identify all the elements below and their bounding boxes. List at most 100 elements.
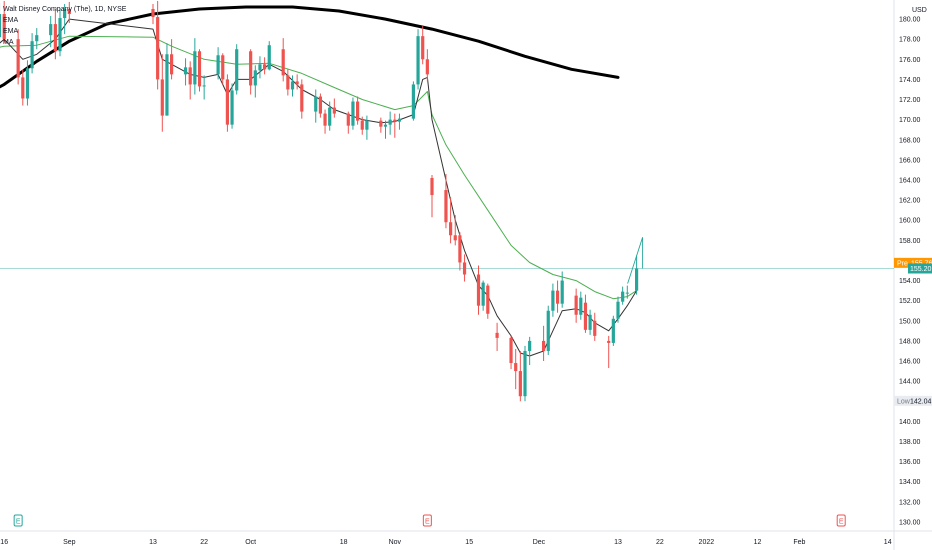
price-tick-label: 146.00	[899, 359, 921, 366]
candle-body	[481, 282, 485, 306]
symbol-title[interactable]: Walt Disney Company (The), 1D, NYSE	[3, 6, 127, 13]
candle	[588, 309, 592, 335]
candle	[290, 75, 295, 97]
candle-body	[462, 262, 467, 275]
ema-slow-legend[interactable]: EMA	[3, 28, 19, 35]
candle	[579, 291, 583, 320]
earnings-badge[interactable]	[422, 514, 432, 527]
candle-body	[253, 70, 257, 86]
earnings-label: E	[425, 519, 430, 526]
price-tick-label: 176.00	[899, 57, 921, 64]
candle	[286, 69, 290, 96]
candle-body	[546, 310, 550, 351]
candle	[188, 61, 192, 100]
candle-body	[267, 45, 271, 70]
candle	[542, 325, 546, 362]
candle	[625, 285, 629, 299]
earnings-badge[interactable]	[13, 514, 23, 527]
pre-market-wedge	[627, 237, 644, 284]
candle-body	[444, 190, 448, 223]
price-tick-label: 138.00	[899, 439, 921, 446]
candle	[267, 41, 271, 71]
candle	[67, 1, 71, 24]
currency-label: USD	[912, 7, 927, 14]
price-tick-label: 148.00	[899, 338, 921, 345]
candle	[160, 54, 164, 132]
candle	[360, 116, 364, 135]
price-tick-label: 166.00	[899, 157, 921, 164]
time-tick-label: 15	[465, 539, 473, 546]
candle-body	[476, 274, 481, 306]
candle-body	[574, 295, 578, 315]
candle-body	[514, 363, 518, 372]
candle-body	[58, 18, 62, 52]
time-axis: 16 Sep 13 22 Oct 18 Nov 15 Dec 13 22 2022 12 Feb 14 E E E	[0, 514, 892, 546]
price-tick-label: 158.00	[899, 238, 921, 245]
candle	[365, 115, 369, 140]
time-tick-label: 2022	[699, 539, 715, 546]
candle	[332, 98, 336, 118]
candle-body	[295, 81, 299, 85]
candle-body	[35, 35, 39, 42]
candle	[444, 173, 448, 229]
earnings-badge[interactable]	[836, 514, 846, 527]
ma-legend[interactable]: MA	[3, 39, 14, 46]
candle-body	[635, 268, 639, 291]
time-tick-label: Sep	[63, 539, 76, 546]
candle	[170, 39, 174, 80]
earnings-marker[interactable]: E	[13, 514, 23, 527]
candle	[318, 93, 322, 118]
candle-body	[453, 235, 457, 241]
low-price-tag: Low 142.04	[894, 395, 932, 406]
candle-body	[616, 301, 620, 319]
candle-body	[621, 291, 625, 302]
candle	[25, 60, 30, 106]
price-tick-label: 160.00	[899, 218, 921, 225]
candle-body	[528, 340, 532, 351]
candle-body	[25, 68, 30, 99]
candle-body	[551, 290, 555, 311]
earnings-marker[interactable]: E	[836, 514, 846, 527]
candle	[183, 58, 188, 86]
candle-body	[16, 39, 20, 78]
price-tick-label: 178.00	[899, 37, 921, 44]
candle-body	[165, 54, 169, 116]
candle	[0, 2, 2, 50]
candle-body	[188, 67, 192, 85]
candle-body	[416, 36, 420, 85]
earnings-marker[interactable]: E	[422, 514, 432, 527]
candle	[16, 29, 20, 85]
candle-body	[607, 340, 611, 343]
candle	[351, 97, 355, 130]
candle	[216, 47, 220, 80]
candle-body	[328, 107, 332, 126]
candle	[421, 26, 425, 65]
candle-body	[286, 75, 290, 90]
time-tick-label: Dec	[533, 539, 546, 546]
price-axis: 130.00132.00134.00136.00138.00140.00142.…	[899, 7, 927, 526]
candle-body	[318, 96, 322, 114]
price-tick-label: 172.00	[899, 97, 921, 104]
candle	[151, 3, 155, 25]
candle-body	[160, 79, 164, 116]
candle	[453, 215, 457, 246]
candle-body	[63, 9, 67, 19]
candle	[616, 296, 620, 323]
candle-body	[388, 119, 392, 125]
candle	[416, 29, 420, 90]
candle	[49, 16, 53, 48]
candle-body	[151, 9, 155, 18]
candle-body	[67, 9, 71, 15]
candle-body	[495, 332, 499, 338]
candle	[528, 336, 532, 366]
candle	[486, 283, 490, 319]
candle-body	[421, 36, 425, 60]
ema-fast-legend[interactable]: EMA	[3, 17, 19, 24]
candle	[225, 74, 229, 132]
candle	[323, 109, 327, 134]
candle-body	[360, 120, 364, 130]
candle-body	[197, 51, 202, 87]
candle	[476, 265, 481, 315]
candle-body	[555, 290, 560, 304]
